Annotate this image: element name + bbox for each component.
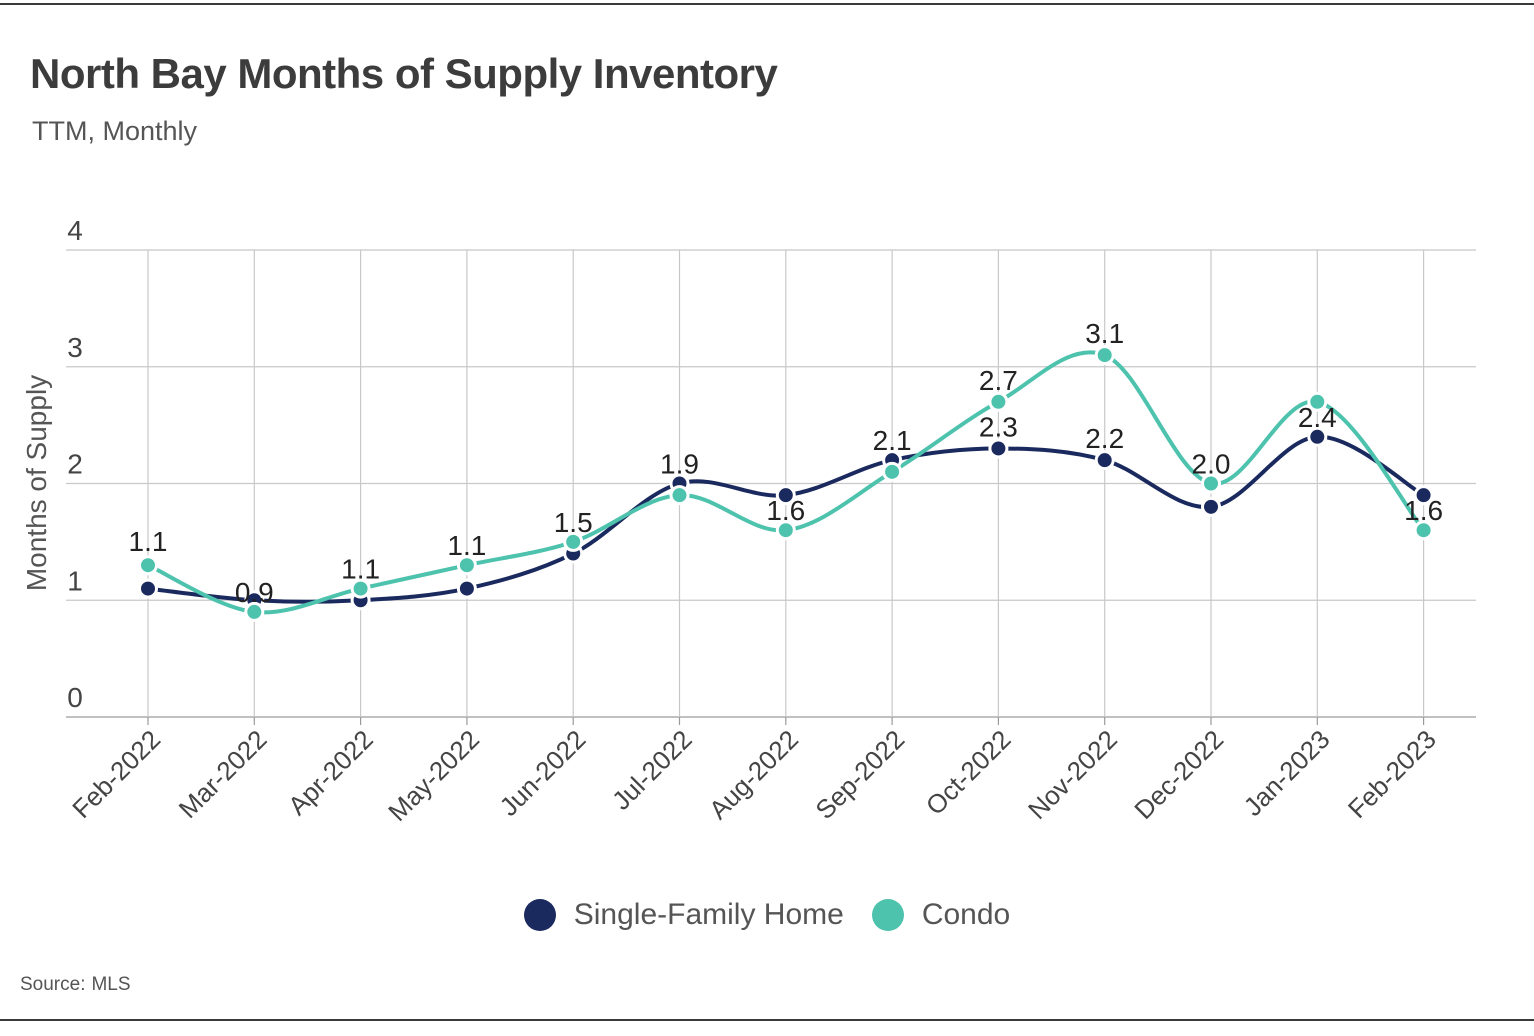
x-tick-label: Feb-2023 [1342,724,1442,824]
source-note: Source: MLS [20,974,137,996]
data-label: 1.5 [554,507,593,538]
source-value: MLS [91,974,131,995]
x-tick-label: Nov-2022 [1022,724,1123,825]
data-label: 0.9 [235,577,274,608]
x-tick-label: Dec-2022 [1128,724,1229,825]
data-label: 2.4 [1298,402,1337,433]
data-label-condo: 2.7 [979,365,1018,396]
point-single-family [138,578,158,599]
y-tick-label: 1 [67,565,83,596]
y-tick-label: 2 [67,449,83,480]
point-condo [456,555,477,576]
legend-label-condo: Condo [921,898,1011,931]
data-label: 1.6 [766,495,805,526]
data-label: 2.0 [1192,449,1231,480]
point-single-family [1201,496,1221,517]
point-condo [1201,473,1221,494]
data-label: 2.1 [873,425,912,456]
point-condo [988,391,1009,412]
series-line-condo [147,350,1426,615]
data-label: 1.1 [341,554,380,585]
data-label: 1.9 [660,449,699,480]
point-single-family [775,485,796,506]
legend-label-single-family: Single-Family Home [573,898,844,931]
point-condo [1413,520,1434,541]
chart-title: North Bay Months of Supply Inventory [30,50,778,97]
x-tick-label: Oct-2022 [920,724,1017,821]
point-single-family [456,578,477,599]
x-tick-label: Aug-2022 [703,724,804,825]
point-single-family [1413,485,1434,506]
top-border [0,3,1534,5]
y-tick-label: 4 [67,215,83,246]
data-label: 2.3 [979,411,1018,442]
data-label: 1.1 [129,526,168,557]
x-tick-label: Sep-2022 [809,724,910,825]
x-tick-label: Mar-2022 [173,724,273,824]
chart-subtitle: TTM, Monthly [32,116,198,146]
point-single-family [1094,450,1115,471]
point-condo [1307,391,1328,412]
x-tick-label: Jul-2022 [606,724,698,816]
data-label-condo: 3.1 [1085,318,1124,349]
y-tick-label: 0 [67,682,83,713]
chart-legend: Single-Family Home Condo [0,898,1534,932]
bottom-border [0,1019,1534,1021]
x-tick-label: May-2022 [382,724,485,827]
source-label: Source: [20,974,86,995]
point-condo [350,578,371,599]
data-label: 1.6 [1404,495,1443,526]
x-tick-label: Jun-2022 [494,724,592,822]
x-tick-label: Apr-2022 [282,724,379,821]
legend-swatch-single-family [523,899,556,931]
point-condo [244,601,265,622]
x-tick-label: Feb-2022 [66,724,166,824]
point-condo [1094,345,1115,366]
point-condo [138,555,158,576]
y-tick-label: 3 [67,332,83,363]
legend-item-single-family[interactable]: Single-Family Home [523,898,844,932]
point-condo [669,485,690,506]
point-condo [775,520,796,541]
legend-swatch-condo [871,899,904,931]
point-single-family [1307,426,1328,447]
x-tick-label: Jan-2023 [1238,724,1336,822]
data-label: 1.1 [447,530,486,561]
point-condo [563,531,584,552]
point-condo [882,461,903,482]
y-axis-label: Months of Supply [21,375,52,591]
point-single-family [988,438,1009,459]
data-label: 2.2 [1085,423,1124,454]
legend-item-condo[interactable]: Condo [871,898,1011,932]
